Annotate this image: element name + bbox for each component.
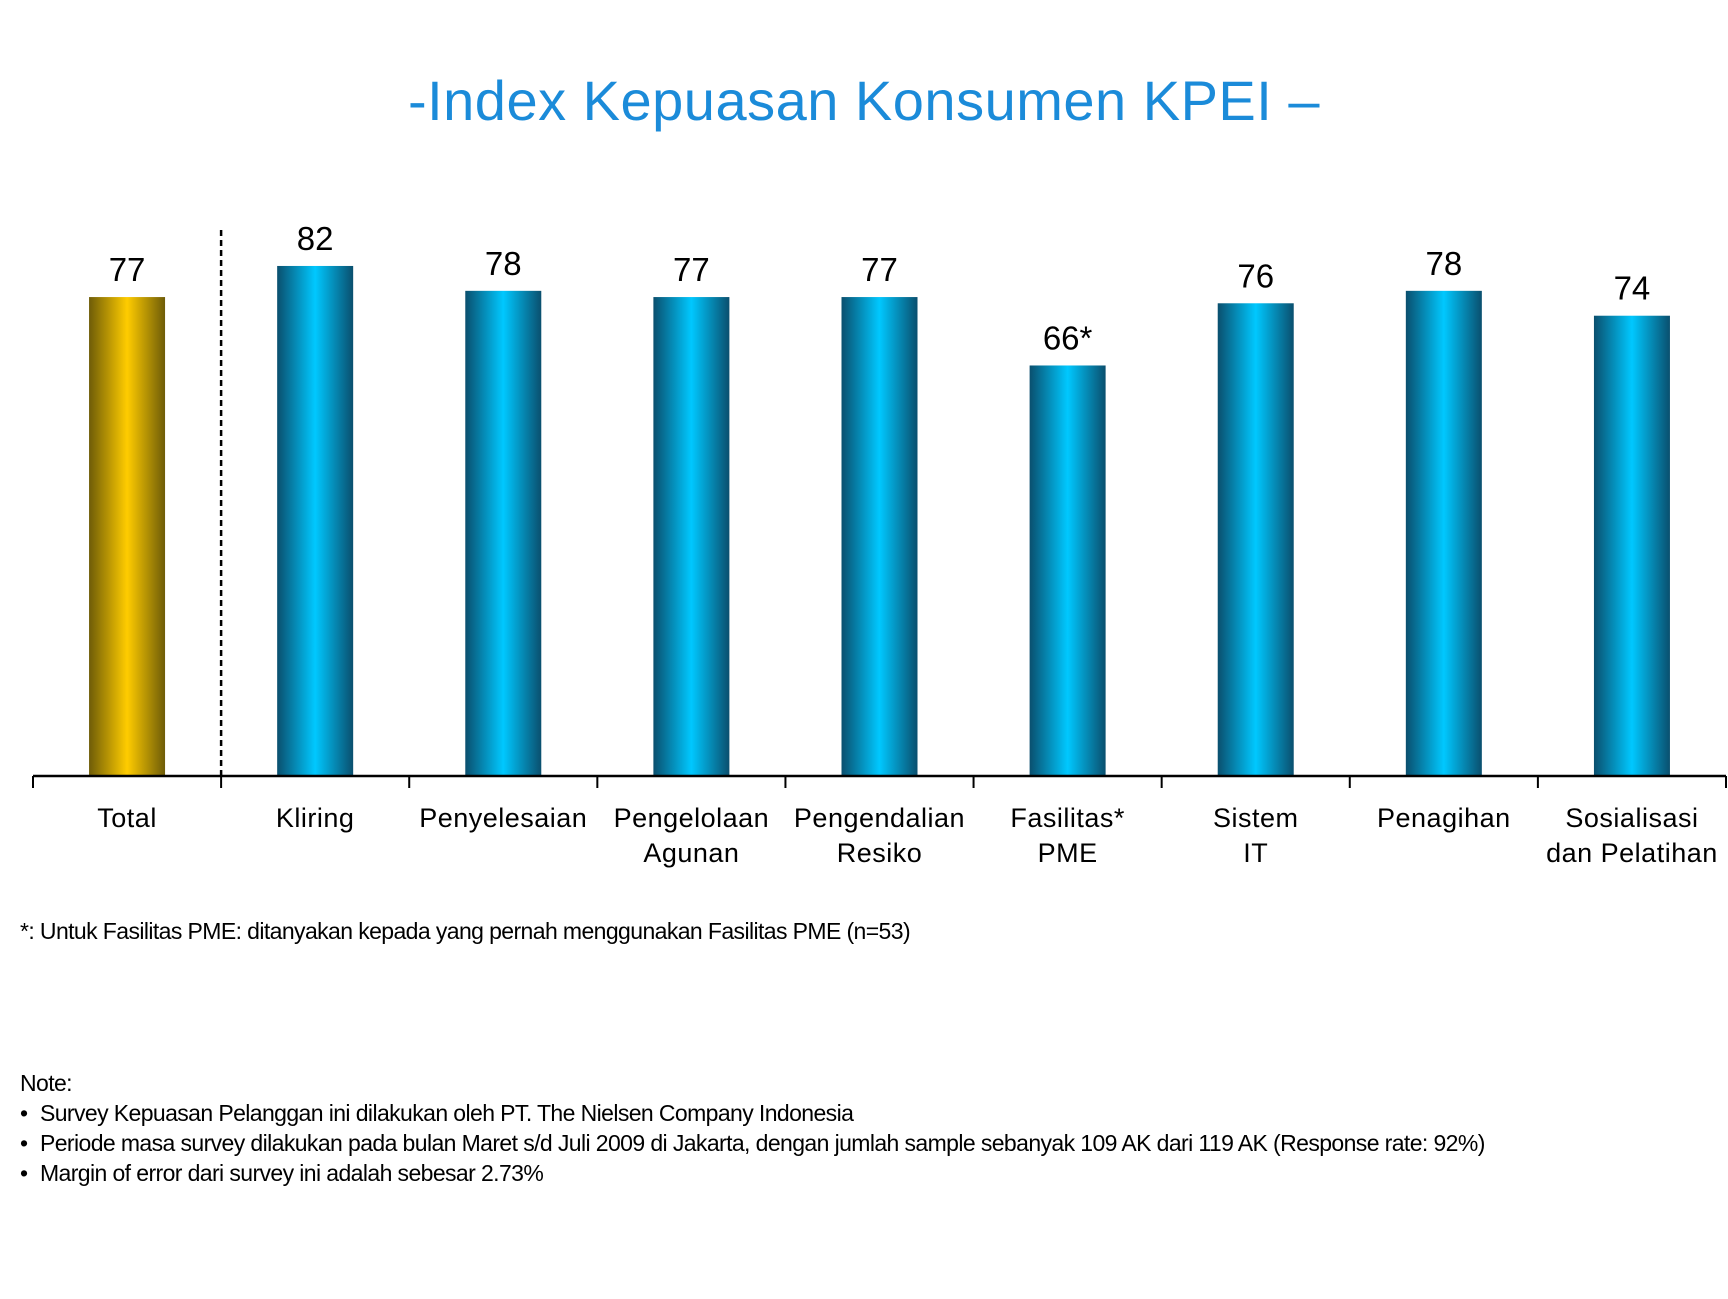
bar-value-label: 77	[861, 251, 898, 288]
bar	[465, 290, 542, 776]
bar	[653, 297, 730, 776]
bar-value-label: 78	[485, 245, 522, 282]
bar-value-label: 66*	[1043, 319, 1093, 356]
category-label: Total	[97, 803, 157, 833]
note-item: Periode masa survey dilakukan pada bulan…	[20, 1128, 1485, 1158]
footnote: *: Untuk Fasilitas PME: ditanyakan kepad…	[20, 918, 911, 944]
note-item: Margin of error dari survey ini adalah s…	[20, 1158, 1485, 1188]
category-label: PME	[1038, 838, 1098, 868]
category-label: IT	[1243, 838, 1268, 868]
bar	[1405, 290, 1482, 776]
bar	[1217, 303, 1294, 776]
bar-value-label: 77	[109, 251, 146, 288]
bar-value-label: 74	[1614, 270, 1651, 307]
category-label: Penagihan	[1377, 803, 1511, 833]
bar-value-label: 76	[1237, 257, 1274, 294]
bar-value-label: 78	[1425, 245, 1462, 282]
bar-value-label: 82	[297, 220, 334, 257]
notes-list: Survey Kepuasan Pelanggan ini dilakukan …	[20, 1098, 1485, 1188]
category-label: Sosialisasi	[1565, 803, 1698, 833]
bar	[1593, 315, 1670, 776]
note-item: Survey Kepuasan Pelanggan ini dilakukan …	[20, 1098, 1485, 1128]
bar	[1029, 365, 1106, 776]
category-label: Kliring	[276, 803, 355, 833]
bar	[277, 265, 354, 776]
notes-heading: Note:	[20, 1070, 73, 1096]
category-label: Resiko	[837, 838, 923, 868]
bar	[89, 297, 166, 776]
bar-value-label: 77	[673, 251, 710, 288]
chart-title: -Index Kepuasan Konsumen KPEI –	[407, 69, 1321, 132]
notes-section: Note: Survey Kepuasan Pelanggan ini dila…	[20, 1068, 1485, 1188]
bar	[841, 297, 918, 776]
category-label: Penyelesaian	[419, 803, 587, 833]
category-label: Pengendalian	[794, 803, 965, 833]
category-label: Sistem	[1213, 803, 1299, 833]
bar-chart: 77 Total 82 Kliring 78 Penyelesaian 77 Pengelol…	[32, 220, 1727, 868]
category-label: Fasilitas*	[1010, 803, 1125, 833]
category-label: dan Pelatihan	[1546, 838, 1718, 868]
category-label: Agunan	[643, 838, 739, 868]
category-label: Pengelolaan	[614, 803, 770, 833]
